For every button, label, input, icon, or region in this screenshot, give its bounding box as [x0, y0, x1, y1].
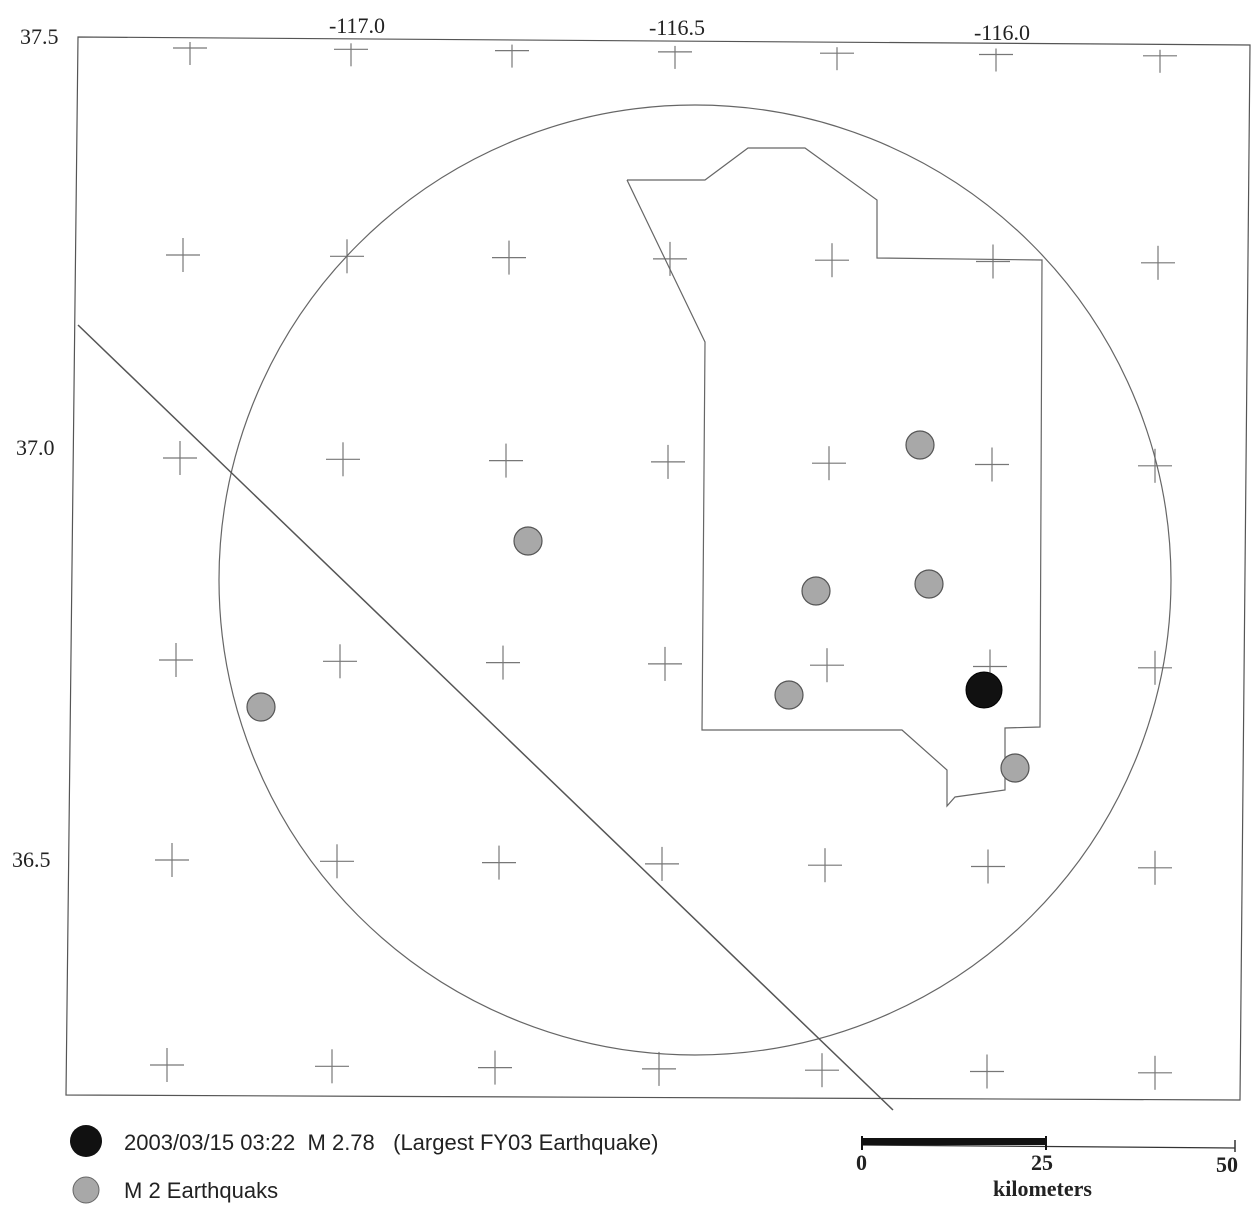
scale-bar — [861, 1136, 1236, 1152]
scale-bar-baseline — [861, 1144, 1236, 1149]
lat-label-37-0: 37.0 — [16, 435, 55, 460]
scale-label-25: 25 — [1031, 1150, 1053, 1175]
lat-label-37-5: 37.5 — [20, 24, 59, 49]
earthquake-m2-marker — [905, 430, 935, 460]
map-frame — [65, 36, 1251, 1101]
site-boundary — [626, 147, 1043, 808]
lon-label-116-5: -116.5 — [649, 15, 705, 40]
legend-largest-note: (Largest FY03 Earthquake) — [393, 1130, 659, 1155]
legend-largest-date: 2003/03/15 03:22 — [124, 1130, 296, 1155]
fault-line — [77, 324, 894, 1111]
earthquake-markers — [246, 430, 1030, 783]
scale-label-50: 50 — [1216, 1152, 1238, 1177]
legend-largest-magnitude: M 2.78 — [307, 1130, 375, 1155]
scale-unit-label: kilometers — [993, 1176, 1092, 1201]
largest-earthquake-marker — [965, 671, 1003, 709]
legend-small-symbol — [72, 1176, 100, 1204]
legend-largest-symbol — [70, 1125, 102, 1157]
scale-label-0: 0 — [856, 1150, 867, 1175]
earthquake-m2-marker — [513, 526, 543, 556]
legend-largest-label: 2003/03/15 03:22 M 2.78 (Largest FY03 Ea… — [124, 1130, 659, 1156]
graticule — [150, 42, 1177, 1090]
lon-label-117-0: -117.0 — [329, 13, 385, 38]
earthquake-m2-marker — [246, 692, 276, 722]
study-area-circle — [218, 104, 1172, 1056]
lat-label-36-5: 36.5 — [12, 847, 51, 872]
lon-label-116-0: -116.0 — [974, 20, 1030, 45]
legend-small-label: M 2 Earthquaks — [124, 1178, 279, 1203]
earthquake-m2-marker — [774, 680, 804, 710]
earthquake-m2-marker — [801, 576, 831, 606]
scale-bar-filled-segment — [862, 1138, 1046, 1145]
earthquake-m2-marker — [1000, 753, 1030, 783]
earthquake-m2-marker — [914, 569, 944, 599]
